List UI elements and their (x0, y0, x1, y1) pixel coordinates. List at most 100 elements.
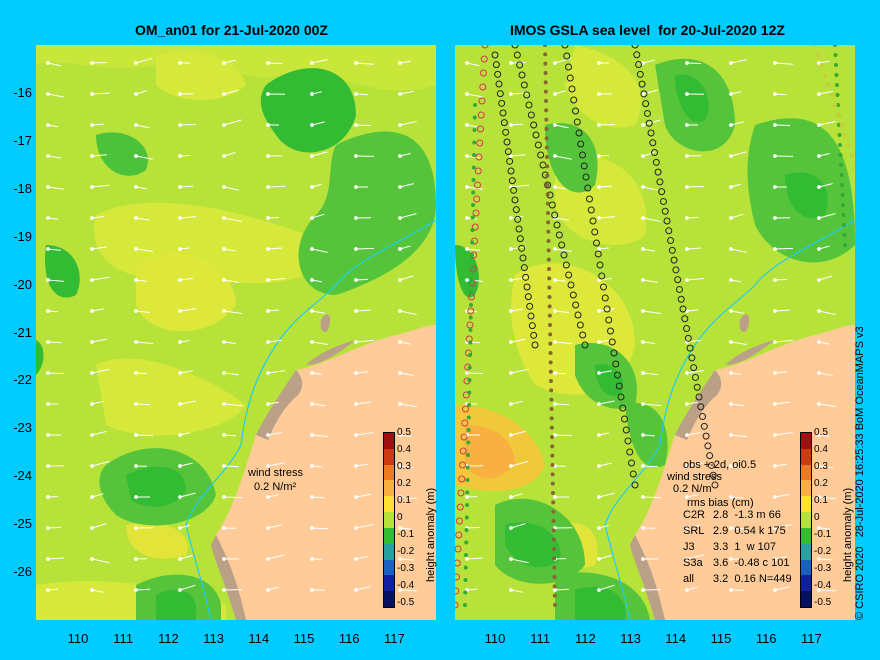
track-marker (652, 158, 660, 166)
track-marker (470, 215, 475, 220)
wind-arrow (311, 59, 328, 64)
wind-arrow-head (597, 557, 601, 561)
wind-arrow (399, 372, 414, 376)
track-marker (455, 531, 463, 539)
track-marker (608, 338, 616, 346)
track-marker (550, 435, 554, 439)
track-marker (475, 153, 483, 161)
wind-arrow (598, 462, 612, 467)
wind-arrow-head (817, 185, 821, 189)
colorbar-tick-label: 0.3 (814, 461, 828, 472)
wind-arrow-head (685, 433, 689, 437)
wind-arrow (598, 308, 615, 312)
wind-arrow (355, 371, 368, 374)
track-marker (551, 509, 556, 514)
track-marker (659, 197, 667, 205)
wind-arrow-head (222, 340, 226, 344)
wind-arrow-head (509, 123, 513, 127)
wind-arrow (642, 59, 655, 64)
right-map-panel[interactable]: obs +-2d, oi0.5 wind stress 0.2 N/m rms … (455, 45, 855, 620)
wind-arrow-head (178, 92, 182, 96)
wind-arrow (466, 372, 484, 375)
wind-arrow (267, 462, 285, 467)
track-marker (843, 243, 847, 247)
wind-arrow (510, 430, 526, 436)
wind-arrow-head (729, 495, 733, 499)
y-tick-label: -16 (13, 85, 32, 100)
wind-arrow-head (685, 185, 689, 189)
track-marker (591, 228, 599, 236)
wind-arrow (686, 185, 705, 188)
track-marker (544, 136, 549, 141)
wind-arrow (730, 341, 747, 345)
track-marker (629, 470, 637, 478)
track-marker (836, 113, 841, 117)
stats-values: 3.3 1 w 107 (713, 541, 776, 553)
track-marker (468, 315, 473, 320)
bias-header: rms bias (cm) (687, 497, 754, 509)
track-marker (681, 315, 689, 323)
wind-stress-label: wind stress (248, 467, 304, 479)
wind-arrow (135, 434, 154, 437)
wind-arrow-head (178, 495, 182, 499)
wind-arrow-head (354, 309, 358, 313)
wind-arrow-head (553, 154, 557, 158)
track-marker (455, 601, 459, 609)
wind-arrow (91, 246, 107, 250)
track-marker (548, 369, 553, 374)
wind-arrow (774, 463, 787, 467)
wind-arrow-head (222, 402, 226, 406)
wind-arrow (399, 558, 415, 561)
wind-arrow (774, 62, 793, 65)
wind-arrow-head (178, 402, 182, 406)
wind-arrow (47, 186, 64, 190)
wind-arrow-head (597, 402, 601, 406)
wind-arrow-head (46, 92, 50, 96)
track-marker (544, 181, 552, 189)
wind-arrow-head (46, 216, 50, 220)
wind-arrow (355, 556, 368, 560)
track-marker (504, 148, 512, 156)
track-marker (835, 93, 840, 97)
wind-arrow (91, 523, 107, 529)
track-marker (500, 119, 508, 127)
wind-arrow-head (817, 526, 821, 530)
y-tick-label: -19 (13, 228, 32, 244)
wind-arrow-head (729, 247, 733, 251)
wind-arrow-head (641, 588, 645, 592)
track-marker (522, 273, 530, 281)
wind-arrow (598, 492, 615, 498)
track-marker (523, 283, 531, 291)
wind-arrow (730, 434, 747, 438)
wind-arrow (642, 465, 659, 468)
wind-arrow (355, 431, 374, 436)
track-marker (823, 73, 827, 77)
wind-arrow-head (685, 123, 689, 127)
track-marker (472, 128, 477, 132)
stats-satellite: S3a (683, 557, 703, 569)
wind-arrow-head (729, 433, 733, 437)
track-marker (548, 323, 552, 327)
wind-arrow-head (729, 123, 733, 127)
wind-arrow (554, 155, 572, 160)
wind-arrow-head (641, 92, 645, 96)
track-marker (465, 478, 470, 482)
left-map-panel[interactable]: wind stress 0.2 N/m² (36, 45, 436, 620)
wind-arrow (466, 155, 480, 159)
wind-arrow-head (398, 185, 402, 189)
wind-arrow-head (641, 123, 645, 127)
wind-arrow-head (354, 526, 358, 530)
wind-arrow (91, 460, 110, 467)
track-marker (849, 153, 854, 157)
wind-arrow (466, 526, 481, 529)
track-marker (548, 351, 553, 355)
track-marker (514, 215, 522, 223)
wind-arrow (311, 434, 328, 438)
wind-arrow (91, 123, 105, 126)
track-marker (552, 547, 556, 551)
wind-arrow-head (222, 247, 226, 251)
track-marker (550, 463, 555, 467)
track-marker (840, 193, 845, 197)
wind-arrow-head (310, 433, 314, 437)
track-marker (688, 354, 696, 362)
